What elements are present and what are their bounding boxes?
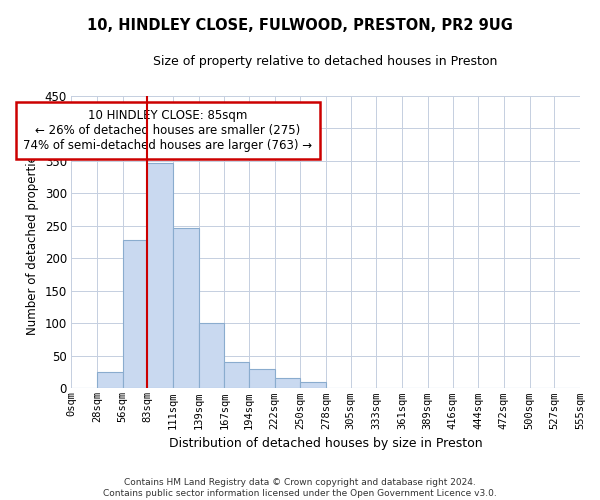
Y-axis label: Number of detached properties: Number of detached properties xyxy=(26,149,39,335)
Bar xyxy=(249,369,275,388)
Bar xyxy=(122,240,148,388)
Bar xyxy=(275,378,301,388)
Bar xyxy=(97,372,122,388)
Bar xyxy=(301,382,326,388)
Text: 10 HINDLEY CLOSE: 85sqm
← 26% of detached houses are smaller (275)
74% of semi-d: 10 HINDLEY CLOSE: 85sqm ← 26% of detache… xyxy=(23,108,313,152)
Bar xyxy=(199,322,224,388)
Text: 10, HINDLEY CLOSE, FULWOOD, PRESTON, PR2 9UG: 10, HINDLEY CLOSE, FULWOOD, PRESTON, PR2… xyxy=(87,18,513,32)
Bar xyxy=(148,162,173,388)
Bar xyxy=(173,228,199,388)
Title: Size of property relative to detached houses in Preston: Size of property relative to detached ho… xyxy=(154,55,498,68)
X-axis label: Distribution of detached houses by size in Preston: Distribution of detached houses by size … xyxy=(169,437,482,450)
Text: Contains HM Land Registry data © Crown copyright and database right 2024.
Contai: Contains HM Land Registry data © Crown c… xyxy=(103,478,497,498)
Bar xyxy=(224,362,249,388)
